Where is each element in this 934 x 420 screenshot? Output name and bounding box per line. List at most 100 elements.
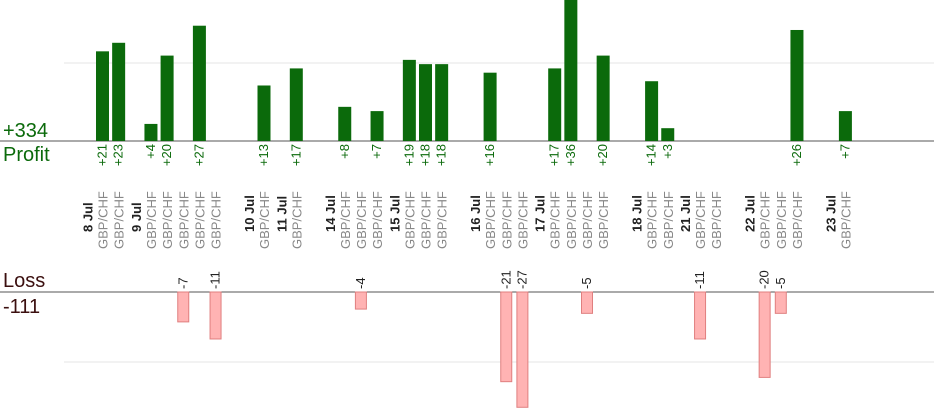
pair-label: GBP/CHF: [257, 191, 272, 249]
profit-bar: [192, 25, 206, 141]
date-label: 22 Jul: [743, 195, 758, 232]
profit-value-label: +20: [159, 144, 174, 166]
profit-bar: [289, 68, 303, 141]
loss-value-label: -11: [692, 271, 707, 289]
loss-total: -111: [3, 296, 41, 318]
profit-value-label: +19: [401, 144, 416, 166]
pair-label: GBP/CHF: [564, 191, 579, 249]
profit-bar: [257, 85, 271, 141]
pair-label: GBP/CHF: [580, 191, 595, 249]
profit-value-label: +26: [789, 144, 804, 166]
profit-value-label: +17: [288, 144, 303, 166]
date-label: 21 Jul: [678, 195, 693, 232]
pair-label: GBP/CHF: [790, 191, 805, 249]
profit-value-label: +13: [256, 144, 271, 166]
pair-label: GBP/CHF: [354, 191, 369, 249]
profit-value-label: +7: [369, 144, 384, 159]
date-label: 16 Jul: [468, 195, 483, 232]
profit-value-label: +3: [660, 144, 675, 159]
loss-bar: [774, 291, 787, 314]
date-label: 11 Jul: [274, 196, 289, 232]
loss-label: Loss: [3, 270, 46, 292]
profit-bar: [645, 81, 659, 141]
pair-label: GBP/CHF: [645, 191, 660, 249]
profit-bar: [144, 123, 158, 141]
pair-label: GBP/CHF: [144, 191, 159, 249]
pair-label: GBP/CHF: [548, 191, 563, 249]
profit-value-label: +36: [563, 144, 578, 166]
date-label: 8 Jul: [81, 202, 96, 232]
pair-label: GBP/CHF: [289, 191, 304, 249]
pair-label: GBP/CHF: [435, 191, 450, 249]
pair-label: GBP/CHF: [112, 191, 127, 249]
profit-bar: [96, 51, 109, 141]
pair-label: GBP/CHF: [483, 191, 498, 249]
pair-label: GBP/CHF: [499, 191, 514, 249]
profit-bar: [838, 111, 852, 141]
profit-bar: [419, 64, 432, 141]
profit-value-label: +27: [191, 144, 206, 166]
pair-label: GBP/CHF: [596, 191, 611, 249]
profit-value-label: +4: [143, 144, 158, 159]
loss-value-label: -5: [579, 277, 594, 289]
pair-label: GBP/CHF: [709, 191, 724, 249]
loss-value-label: -11: [208, 271, 223, 289]
pair-label: GBP/CHF: [774, 191, 789, 249]
date-label: 18 Jul: [630, 195, 645, 232]
loss-bar: [694, 291, 707, 340]
pair-label: GBP/CHF: [338, 191, 353, 249]
loss-bar: [177, 291, 190, 323]
profit-total: +334: [3, 120, 49, 142]
date-label: 14 Jul: [323, 195, 338, 232]
profit-value-label: +7: [837, 144, 852, 159]
profit-value-label: +16: [482, 144, 497, 166]
loss-bar: [758, 291, 771, 378]
profit-bar: [370, 111, 384, 141]
profit-bar: [790, 29, 804, 142]
pair-label: GBP/CHF: [192, 191, 207, 249]
profit-value-label: +18: [418, 144, 433, 166]
profit-value-label: +18: [434, 144, 449, 166]
profit-value-label: +17: [547, 144, 562, 166]
pair-label: GBP/CHF: [402, 191, 417, 249]
loss-bar: [209, 291, 222, 340]
profit-label: Profit: [3, 144, 50, 166]
profit-bar: [564, 0, 578, 142]
profit-value-label: +8: [337, 144, 352, 159]
profit-value-label: +23: [111, 144, 126, 166]
date-label: 17 Jul: [533, 195, 548, 232]
loss-value-label: -4: [353, 277, 368, 289]
pair-label: GBP/CHF: [419, 191, 434, 249]
pair-label: GBP/CHF: [758, 191, 773, 249]
bars: [96, 0, 852, 408]
pair-label: GBP/CHF: [661, 191, 676, 249]
loss-value-label: -7: [175, 277, 190, 289]
date-label: 10 Jul: [242, 195, 257, 232]
loss-bar: [500, 291, 513, 383]
date-label: 9 Jul: [129, 202, 144, 232]
profit-bar: [661, 128, 675, 141]
loss-bar: [516, 291, 529, 408]
loss-bar: [354, 291, 367, 310]
profit-bar: [483, 72, 497, 141]
profit-value-label: +20: [595, 144, 610, 166]
pair-label: GBP/CHF: [96, 191, 111, 249]
pair-label: GBP/CHF: [838, 191, 853, 249]
pair-label: GBP/CHF: [160, 191, 175, 249]
pair-label: GBP/CHF: [370, 191, 385, 249]
profit-bar: [160, 55, 174, 141]
profit-bar: [548, 68, 562, 141]
loss-value-label: -27: [514, 270, 529, 289]
profit-bar: [112, 42, 126, 141]
loss-value-label: -5: [773, 277, 788, 289]
pair-label: GBP/CHF: [176, 191, 191, 249]
loss-bar: [581, 291, 593, 314]
pair-label: GBP/CHF: [209, 191, 224, 249]
profit-value-label: +14: [644, 144, 659, 166]
pair-label: GBP/CHF: [693, 191, 708, 249]
pair-label: GBP/CHF: [515, 191, 530, 249]
profit-bar: [402, 59, 416, 142]
profit-bar: [596, 55, 610, 141]
